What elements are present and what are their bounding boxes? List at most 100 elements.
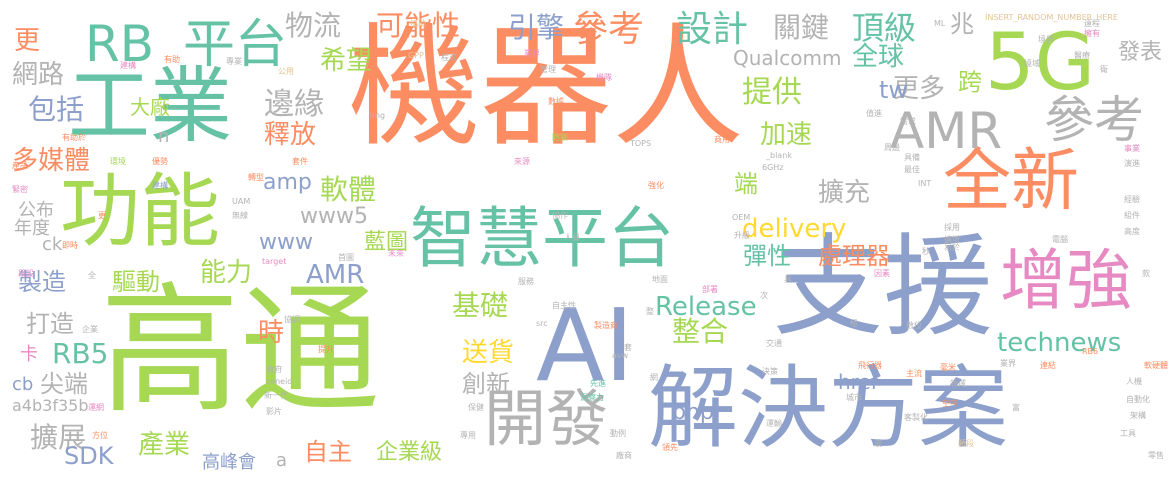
word: delivery [742, 214, 847, 244]
word: 參考 [1044, 91, 1144, 149]
word: 因素 [874, 269, 890, 278]
word: 物流 [285, 9, 342, 42]
word: 轉型 [248, 173, 264, 182]
word: 端 [734, 170, 758, 198]
word: 頂級 [852, 9, 917, 47]
word: 具備 [904, 153, 920, 162]
word: 製造 [18, 268, 66, 296]
word: 升級 [734, 231, 750, 240]
word: n [158, 126, 170, 147]
word: 防禦 [552, 133, 568, 142]
word: 網 [650, 373, 658, 382]
word: 整合 [672, 315, 729, 348]
word: 保健 [468, 403, 484, 412]
word: 業界 [1000, 359, 1016, 368]
word: 功能 [60, 165, 220, 258]
word: 強化 [648, 181, 664, 190]
word: 秒 [922, 247, 930, 256]
word: 數位 [906, 321, 922, 330]
word: 產業 [138, 430, 191, 460]
word: RB5 [52, 337, 109, 370]
word: 軟體 [320, 173, 377, 206]
word: 提升 [318, 345, 334, 354]
word: 運網 [88, 403, 104, 412]
word: 段設 [18, 269, 34, 278]
word: 廠商 [616, 451, 632, 460]
word: 交通 [766, 339, 782, 348]
word: 工業 [68, 59, 233, 154]
word: 服務 [518, 277, 534, 286]
word: 兆 [950, 10, 974, 38]
word: Qualcomm [733, 46, 842, 70]
word: 遠程 [1084, 19, 1100, 28]
word: 高通 [100, 270, 381, 433]
word: 解決方案 [648, 356, 1008, 461]
word: 自主 [304, 438, 352, 466]
word: 更多 [893, 74, 946, 104]
word: 能力 [200, 258, 253, 288]
word: 部署 [702, 285, 718, 294]
word: 電腦 [1052, 235, 1068, 244]
word: 可能性 [376, 9, 461, 42]
word: 6GHz [762, 163, 784, 172]
word: 即時 [62, 241, 78, 250]
word: 緊密 [12, 185, 28, 194]
word: 採用 [944, 223, 960, 232]
word: 連結 [1040, 361, 1056, 370]
word: 程式 [441, 53, 457, 62]
word: 套 [624, 343, 632, 352]
word: cb [12, 374, 34, 395]
word: 自動化 [1126, 395, 1150, 404]
word: 洞察力 [580, 393, 604, 402]
word: 擴充 [818, 178, 871, 208]
word: 彈性 [743, 242, 791, 270]
word: 協助 [410, 19, 426, 28]
word: 擴展 [30, 421, 87, 454]
word: 波 [874, 439, 882, 448]
word: 參考 [572, 9, 645, 50]
word: TOPS [630, 139, 652, 148]
word: 多媒體 [12, 146, 91, 176]
word: _blank [766, 151, 792, 160]
word: 尖端 [40, 370, 88, 398]
word: 企業級 [376, 440, 443, 465]
word: ML [934, 19, 946, 28]
word: AI [536, 287, 634, 404]
word: a [276, 450, 288, 471]
word: 提供 [742, 75, 802, 110]
word: 境域 [1024, 59, 1040, 68]
word: GPP [408, 51, 424, 60]
word: 處理器 [818, 242, 890, 270]
word: 人員 [564, 233, 580, 242]
word: 設計 [676, 9, 749, 50]
word: 境界 [1038, 35, 1054, 44]
word: 基礎 [452, 289, 509, 322]
word: 最佳 [904, 165, 920, 174]
word: 影片 [266, 407, 282, 416]
word: 卡 [20, 344, 38, 365]
word: Release [655, 292, 757, 322]
word: 全 [88, 271, 96, 280]
word: 機隊 [596, 73, 612, 82]
word: RB6 [1082, 347, 1099, 356]
word: 客製化 [904, 413, 928, 422]
word: CV [536, 79, 548, 88]
word: src [536, 319, 548, 328]
word: avw [612, 351, 629, 360]
word: 新一代 [264, 391, 288, 400]
word: 年度 [14, 218, 50, 239]
word: 首圖 [338, 253, 354, 262]
word: 整 [646, 307, 654, 316]
word: 驅動 [112, 268, 160, 296]
word: 優勢 [152, 157, 168, 166]
word: 擴增 [944, 235, 960, 244]
word: 機器人 [348, 11, 744, 165]
word: 毫米 [940, 363, 956, 372]
word: 軟硬體 [1144, 361, 1168, 370]
word: a4b3f35b [12, 396, 89, 415]
word: 開發 [484, 382, 609, 455]
word: 架構 [1130, 411, 1146, 420]
word: 希望 [320, 46, 373, 76]
word: INT [918, 179, 932, 188]
